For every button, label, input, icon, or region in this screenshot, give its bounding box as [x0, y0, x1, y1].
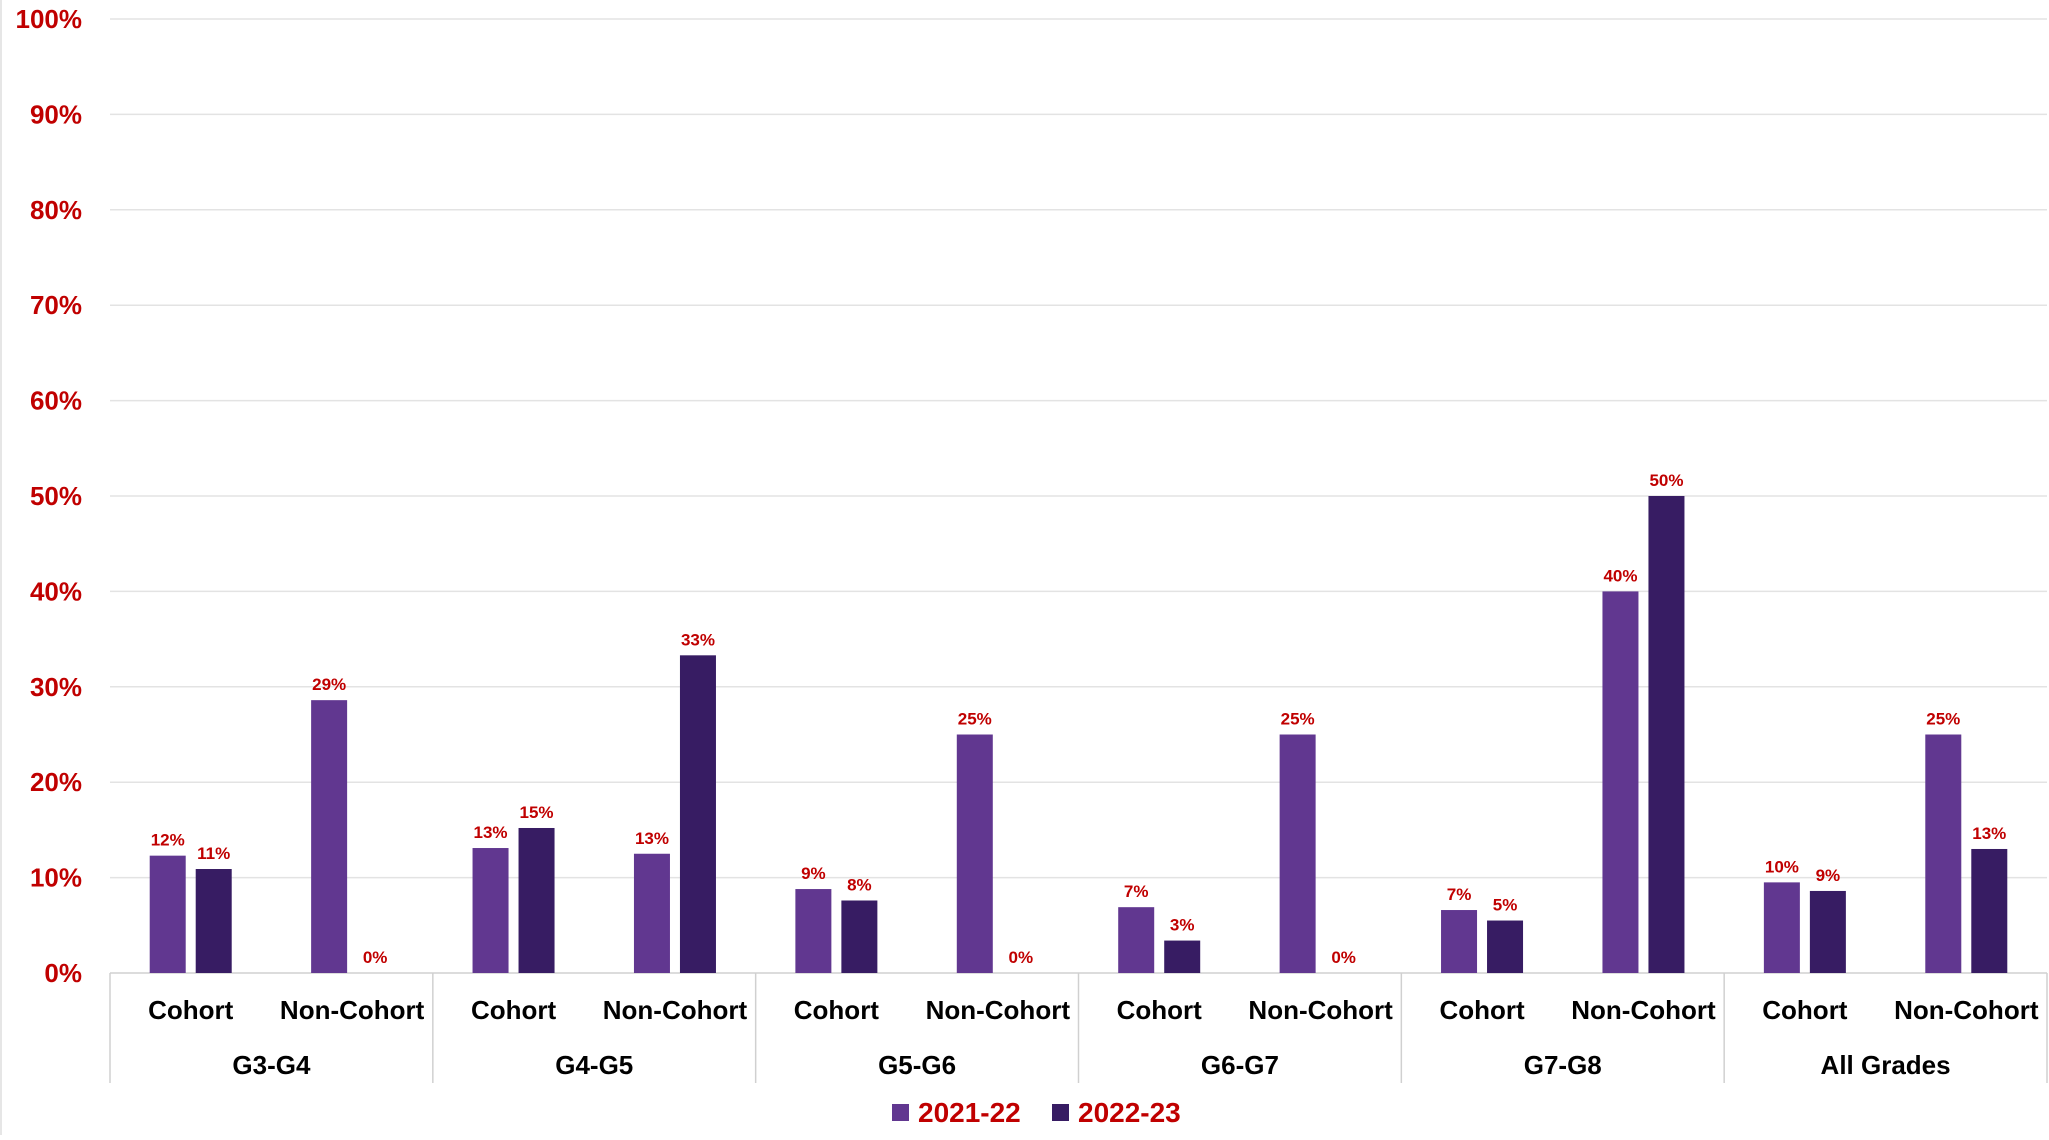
bar-202223	[679, 655, 716, 973]
data-label: 25%	[1926, 710, 1960, 729]
data-label: 3%	[1170, 916, 1195, 935]
x-subcategory-label: Non-Cohort	[1894, 995, 2039, 1025]
bar-202122	[956, 734, 993, 973]
bar-202122	[149, 855, 186, 973]
data-label: 7%	[1447, 885, 1472, 904]
bar-202223	[518, 827, 555, 973]
legend: 2021-22 2022-23	[892, 1097, 1181, 1128]
y-tick-label: 10%	[30, 863, 82, 893]
bar-202223	[1809, 890, 1846, 973]
data-label: 11%	[197, 844, 230, 863]
x-axis: Cohort Non-Cohort G3-G4 Cohort Non-Cohort G4-…	[109, 973, 2048, 1083]
x-subcategory-label: Cohort	[471, 995, 557, 1025]
x-group-label: G7-G8	[1524, 1050, 1602, 1080]
x-group-label: G3-G4	[232, 1050, 311, 1080]
x-subcategory-label: Non-Cohort	[1571, 995, 1716, 1025]
bar-202122	[1763, 882, 1800, 973]
y-tick-label: 20%	[30, 767, 82, 797]
data-label: 15%	[520, 803, 554, 822]
y-tick-label: 30%	[30, 672, 82, 702]
data-label: 9%	[1816, 866, 1841, 885]
bars	[149, 496, 2008, 973]
bar-202223	[195, 869, 232, 973]
data-label: 0%	[1331, 948, 1356, 967]
bar-202223	[1487, 920, 1524, 973]
data-label: 10%	[1765, 857, 1799, 876]
data-label: 25%	[958, 710, 992, 729]
bar-202122	[795, 889, 832, 973]
x-subcategory-label: Cohort	[794, 995, 880, 1025]
y-axis: 0% 10% 20% 30% 40% 50% 60% 70% 80% 90% 100%	[16, 4, 83, 988]
x-group-label: G6-G7	[1201, 1050, 1279, 1080]
y-tick-label: 40%	[30, 576, 82, 606]
bar-202122	[1441, 910, 1478, 973]
y-tick-label: 80%	[30, 195, 82, 225]
y-tick-label: 60%	[30, 386, 82, 416]
data-label: 5%	[1493, 896, 1518, 915]
y-tick-label: 50%	[30, 481, 82, 511]
x-subcategory-label: Non-Cohort	[926, 995, 1071, 1025]
data-label: 13%	[635, 829, 669, 848]
data-label: 29%	[312, 675, 346, 694]
bar-202122	[1602, 591, 1639, 973]
bar-202122	[311, 700, 348, 973]
legend-label: 2021-22	[918, 1097, 1021, 1128]
data-label: 7%	[1124, 882, 1149, 901]
y-tick-label: 70%	[30, 290, 82, 320]
data-label: 8%	[847, 875, 872, 894]
bar-202122	[633, 853, 670, 973]
y-tick-label: 100%	[16, 4, 83, 34]
bar-202122	[1279, 734, 1316, 973]
x-subcategory-label: Cohort	[148, 995, 234, 1025]
data-label: 13%	[474, 823, 508, 842]
data-label: 50%	[1649, 471, 1683, 490]
x-group-label: All Grades	[1821, 1050, 1951, 1080]
data-label: 9%	[801, 864, 826, 883]
legend-label: 2022-23	[1078, 1097, 1181, 1128]
bar-202122	[1925, 734, 1962, 973]
x-subcategory-label: Cohort	[1439, 995, 1525, 1025]
legend-swatch	[892, 1104, 909, 1121]
data-label: 13%	[1972, 824, 2006, 843]
x-subcategory-label: Non-Cohort	[280, 995, 425, 1025]
data-label: 25%	[1281, 710, 1315, 729]
bar-202223	[841, 900, 878, 973]
data-label: 33%	[681, 630, 715, 649]
x-subcategory-label: Cohort	[1117, 995, 1203, 1025]
data-label: 0%	[363, 948, 388, 967]
bar-202223	[1648, 496, 1685, 973]
bar-202122	[472, 848, 509, 973]
bar-202223	[1164, 940, 1201, 973]
bar-202122	[1118, 907, 1155, 973]
x-group-label: G4-G5	[555, 1050, 633, 1080]
x-subcategory-label: Non-Cohort	[1248, 995, 1393, 1025]
x-subcategory-label: Non-Cohort	[603, 995, 748, 1025]
data-label: 40%	[1603, 566, 1637, 585]
data-label: 12%	[151, 831, 185, 850]
gridlines	[110, 18, 2047, 974]
bar-202223	[1971, 848, 2008, 973]
y-tick-label: 0%	[44, 958, 82, 988]
data-label: 0%	[1009, 948, 1034, 967]
x-group-label: G5-G6	[878, 1050, 956, 1080]
data-labels: 12% 11% 29% 0% 13% 15% 13% 33% 9% 8% 25% 0% 7% 3% 25% 0…	[151, 471, 2007, 967]
x-subcategory-label: Cohort	[1762, 995, 1848, 1025]
legend-swatch	[1052, 1104, 1069, 1121]
y-tick-label: 90%	[30, 99, 82, 129]
